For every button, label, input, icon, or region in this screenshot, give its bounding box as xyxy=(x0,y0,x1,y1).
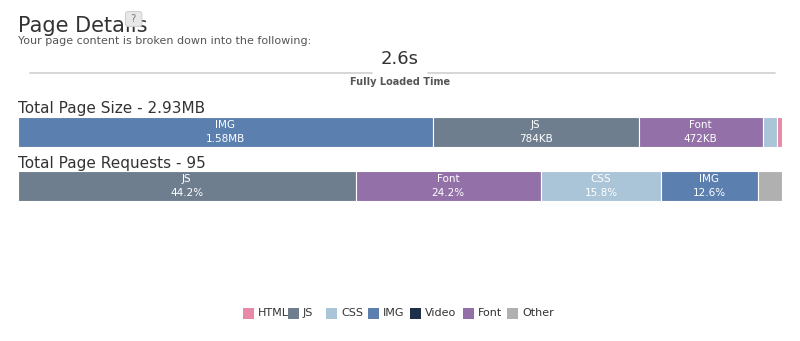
Bar xyxy=(410,308,421,318)
Bar xyxy=(463,308,474,318)
Text: ?: ? xyxy=(128,14,139,24)
Text: Your page content is broken down into the following:: Your page content is broken down into th… xyxy=(18,36,311,46)
Bar xyxy=(638,117,762,147)
Bar xyxy=(662,171,758,201)
Text: JS
784KB: JS 784KB xyxy=(519,120,553,144)
Bar xyxy=(777,117,782,147)
Bar xyxy=(368,308,379,318)
Bar xyxy=(762,117,777,147)
Text: Font
472KB: Font 472KB xyxy=(684,120,718,144)
Text: Font
24.2%: Font 24.2% xyxy=(431,174,465,197)
Bar xyxy=(507,308,518,318)
Bar xyxy=(326,308,337,318)
Text: Page Details: Page Details xyxy=(18,16,147,36)
Text: CSS
15.8%: CSS 15.8% xyxy=(584,174,618,197)
Text: Total Page Requests - 95: Total Page Requests - 95 xyxy=(18,156,206,171)
Text: Other: Other xyxy=(522,308,554,318)
Text: IMG
1.58MB: IMG 1.58MB xyxy=(206,120,245,144)
Text: Total Page Size - 2.93MB: Total Page Size - 2.93MB xyxy=(18,101,205,116)
Text: JS
44.2%: JS 44.2% xyxy=(170,174,203,197)
Bar xyxy=(243,308,254,318)
Text: IMG: IMG xyxy=(383,308,405,318)
Text: JS: JS xyxy=(303,308,314,318)
Text: CSS: CSS xyxy=(341,308,363,318)
Bar xyxy=(541,171,662,201)
Bar xyxy=(288,308,299,318)
Bar xyxy=(18,117,433,147)
Bar xyxy=(18,171,356,201)
Text: Video: Video xyxy=(425,308,456,318)
Text: Fully Loaded Time: Fully Loaded Time xyxy=(350,77,450,87)
Bar xyxy=(433,117,638,147)
Text: Font: Font xyxy=(478,308,502,318)
Bar xyxy=(356,171,541,201)
Bar xyxy=(758,171,782,201)
Text: 2.6s: 2.6s xyxy=(381,50,419,68)
Text: HTML: HTML xyxy=(258,308,289,318)
Text: IMG
12.6%: IMG 12.6% xyxy=(693,174,726,197)
